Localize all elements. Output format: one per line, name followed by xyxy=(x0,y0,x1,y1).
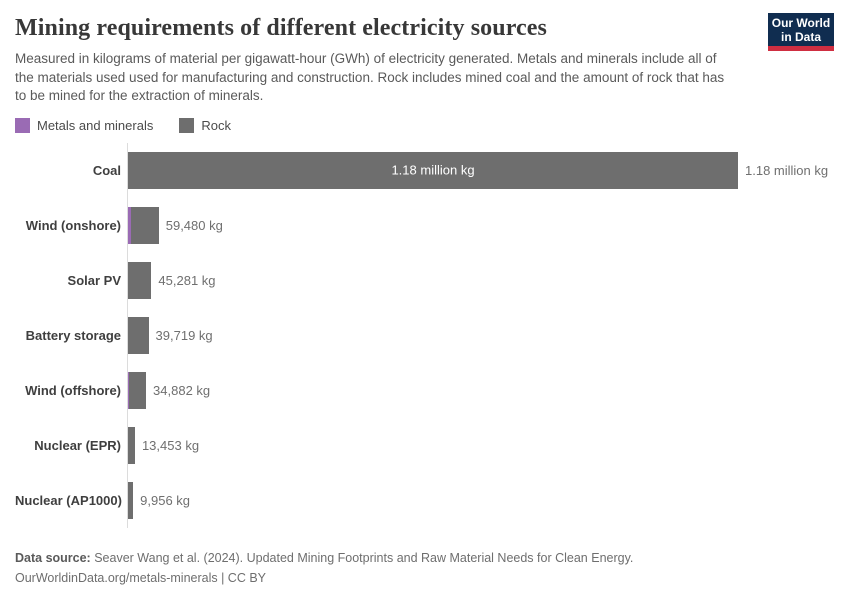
data-source-text: Seaver Wang et al. (2024). Updated Minin… xyxy=(94,550,634,565)
legend-swatch-icon xyxy=(179,117,195,133)
rock-segment xyxy=(128,316,149,354)
rock-segment xyxy=(128,481,134,519)
bar-row: Nuclear (AP1000) 9,956 kg xyxy=(15,473,835,528)
category-label: Wind (onshore) xyxy=(25,217,121,233)
citation-line[interactable]: OurWorldinData.org/metals-minerals | CC … xyxy=(15,570,267,585)
bar-area: 13,453 kg xyxy=(127,426,835,464)
page-title: Mining requirements of different electri… xyxy=(15,15,547,41)
value-label: 34,882 kg xyxy=(153,382,211,398)
bar[interactable] xyxy=(128,371,147,409)
value-label: 1.18 million kg xyxy=(745,162,829,178)
bar-area: 1.18 million kg 1.18 million kg xyxy=(127,151,835,189)
bar-row: Nuclear (EPR) 13,453 kg xyxy=(15,418,835,473)
bar[interactable] xyxy=(128,481,134,519)
legend-label: Metals and minerals xyxy=(37,117,154,133)
rock-segment xyxy=(128,151,738,189)
value-label: 45,281 kg xyxy=(158,272,216,288)
bar[interactable] xyxy=(128,316,149,354)
legend-swatch-icon xyxy=(15,117,30,133)
metals-segment xyxy=(128,371,129,409)
legend: Metals and minerals Rock xyxy=(15,117,835,133)
bar[interactable]: 1.18 million kg xyxy=(128,151,738,189)
data-source-line: Data source: Seaver Wang et al. (2024). … xyxy=(15,548,835,568)
bar[interactable] xyxy=(128,261,152,299)
category-label: Wind (offshore) xyxy=(25,382,121,398)
bar-row: Coal 1.18 million kg 1.18 million kg xyxy=(15,143,835,198)
legend-item[interactable]: Metals and minerals xyxy=(15,117,154,133)
y-axis-line xyxy=(127,142,128,528)
bar-row: Battery storage 39,719 kg xyxy=(15,308,835,363)
value-label-inside: 1.18 million kg xyxy=(391,162,475,178)
value-label: 39,719 kg xyxy=(155,327,213,343)
category-label: Nuclear (AP1000) xyxy=(15,492,122,508)
bar-row: Wind (offshore) 34,882 kg xyxy=(15,363,835,418)
chart-footer: Data source: Seaver Wang et al. (2024). … xyxy=(15,548,835,588)
category-label: Battery storage xyxy=(25,327,121,343)
bar-chart: Coal 1.18 million kg 1.18 million kg Wind (… xyxy=(15,142,835,528)
category-label: Solar PV xyxy=(67,272,121,288)
rock-segment xyxy=(128,371,147,409)
metals-segment xyxy=(128,206,131,244)
owid-logo-line1: Our World xyxy=(771,15,831,30)
data-source-label: Data source: xyxy=(15,550,91,565)
bar-area: 9,956 kg xyxy=(127,481,835,519)
category-label: Nuclear (EPR) xyxy=(34,437,121,453)
rock-segment xyxy=(128,261,152,299)
bar-area: 45,281 kg xyxy=(127,261,835,299)
legend-item[interactable]: Rock xyxy=(179,117,231,133)
rock-segment xyxy=(128,426,135,464)
value-label: 13,453 kg xyxy=(141,437,200,453)
bar-area: 39,719 kg xyxy=(127,316,835,354)
bar-area: 59,480 kg xyxy=(127,206,835,244)
bar-row: Solar PV 45,281 kg xyxy=(15,253,835,308)
owid-logo-line2: in Data xyxy=(780,29,821,44)
bar-row: Wind (onshore) 59,480 kg xyxy=(15,198,835,253)
chart-subtitle: Measured in kilograms of material per gi… xyxy=(15,51,725,104)
bar[interactable] xyxy=(128,206,159,244)
value-label: 59,480 kg xyxy=(165,217,223,233)
bar[interactable] xyxy=(128,426,135,464)
rock-segment xyxy=(130,206,159,244)
value-label: 9,956 kg xyxy=(140,492,191,508)
owid-logo[interactable]: Our World in Data xyxy=(768,13,834,51)
legend-label: Rock xyxy=(201,117,231,133)
bar-rows: Coal 1.18 million kg 1.18 million kg Wind (… xyxy=(15,143,835,528)
bar-area: 34,882 kg xyxy=(127,371,835,409)
category-label: Coal xyxy=(92,162,121,178)
